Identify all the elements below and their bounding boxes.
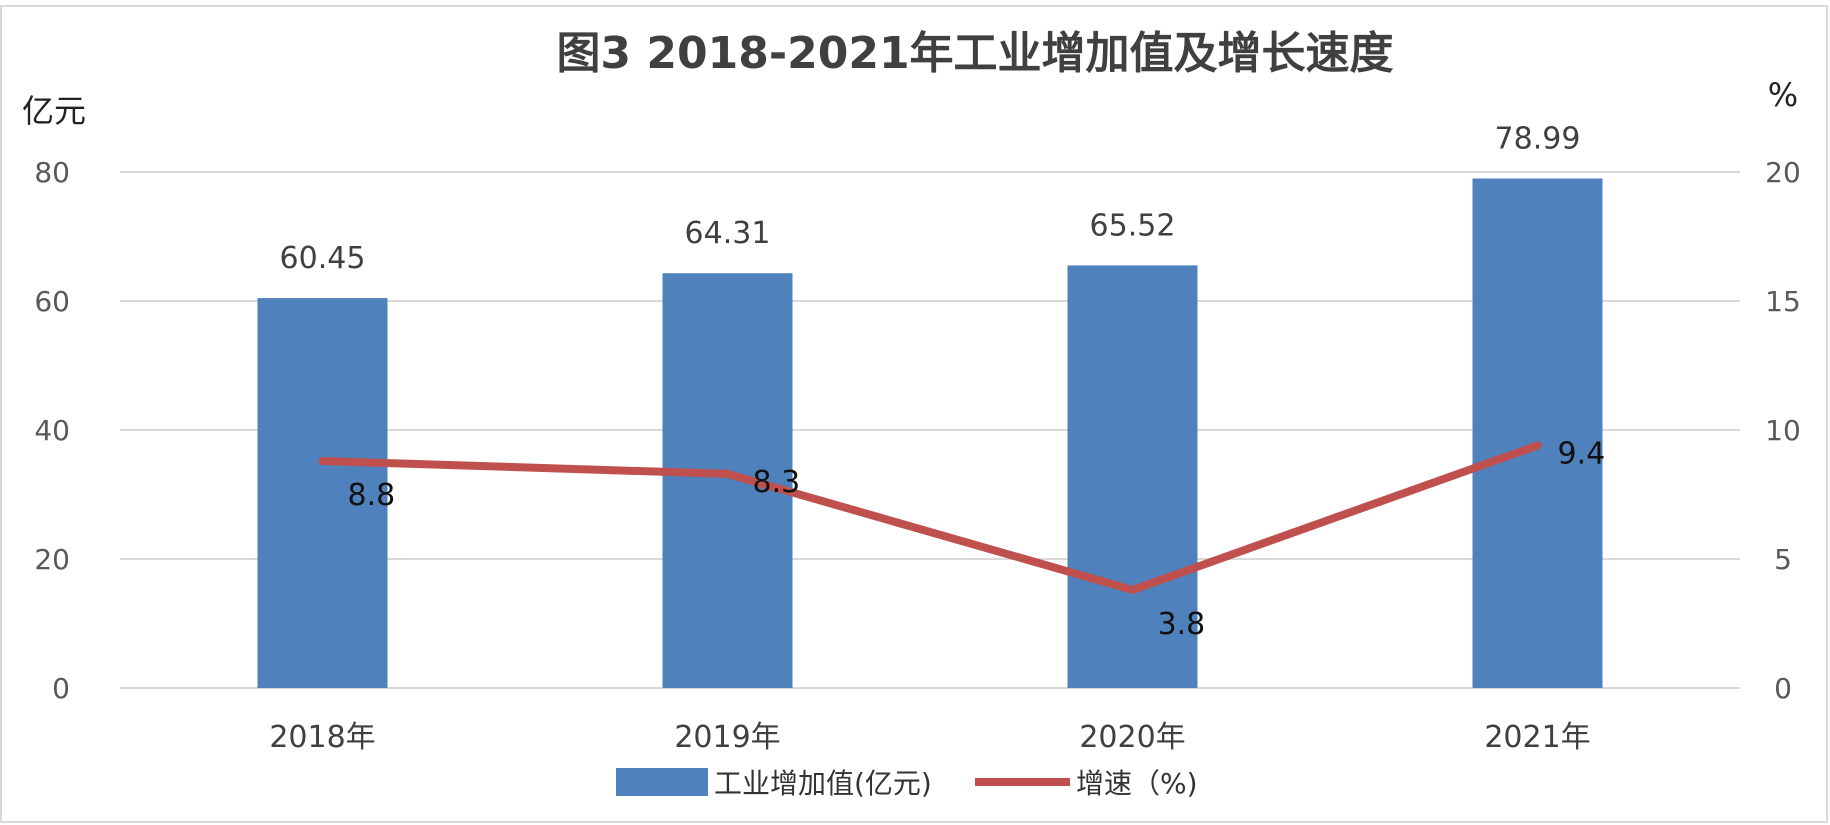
- left-tick-label: 0: [52, 672, 70, 705]
- legend-label-line: 增速（%): [1076, 767, 1198, 800]
- left-tick-label: 40: [34, 414, 70, 447]
- left-tick-label: 80: [34, 156, 70, 189]
- left-axis-unit: 亿元: [22, 92, 86, 130]
- line-point: [1533, 441, 1542, 450]
- bar: [662, 273, 793, 688]
- category-label: 2018年: [269, 720, 375, 755]
- right-axis-unit: %: [1768, 76, 1798, 114]
- bar-series: 60.45 64.31 65.52 78.99: [257, 122, 1603, 688]
- line-point: [723, 469, 732, 478]
- line-value-label: 9.4: [1558, 436, 1606, 471]
- category-label: 2021年: [1484, 720, 1590, 755]
- bar-value-label: 64.31: [685, 216, 771, 251]
- right-tick-label: 10: [1765, 414, 1801, 447]
- left-tick-label: 20: [34, 543, 70, 576]
- line-value-label: 3.8: [1158, 607, 1206, 642]
- bar-value-label: 78.99: [1495, 122, 1581, 157]
- left-axis-ticks: 0 20 40 60 80: [34, 156, 70, 705]
- gridlines: [120, 171, 1740, 689]
- category-axis: 2018年 2019年 2020年 2021年: [269, 720, 1590, 755]
- bar-value-label: 60.45: [280, 241, 366, 276]
- right-tick-label: 20: [1765, 156, 1801, 189]
- right-tick-label: 5: [1774, 543, 1792, 576]
- bar: [1472, 178, 1603, 688]
- bar-value-label: 65.52: [1090, 208, 1176, 243]
- category-label: 2019年: [674, 720, 780, 755]
- category-label: 2020年: [1079, 720, 1185, 755]
- right-axis-ticks: 0 5 10 15 20: [1765, 156, 1801, 705]
- line-point: [318, 456, 327, 465]
- bar: [257, 298, 388, 688]
- legend: 工业增加值(亿元) 增速（%): [616, 767, 1198, 800]
- right-tick-label: 15: [1765, 285, 1801, 318]
- bar: [1067, 265, 1198, 688]
- legend-label-bar: 工业增加值(亿元): [714, 767, 932, 800]
- left-tick-label: 60: [34, 285, 70, 318]
- right-tick-label: 0: [1774, 672, 1792, 705]
- chart-title: 图3 2018-2021年工业增加值及增长速度: [556, 28, 1393, 79]
- line-point: [1128, 585, 1137, 594]
- legend-swatch-bar: [616, 768, 708, 796]
- growth-line: [318, 441, 1542, 594]
- line-value-label: 8.8: [348, 478, 396, 513]
- line-value-label: 8.3: [753, 465, 801, 500]
- line-series: 8.8 8.3 3.8 9.4: [318, 436, 1606, 642]
